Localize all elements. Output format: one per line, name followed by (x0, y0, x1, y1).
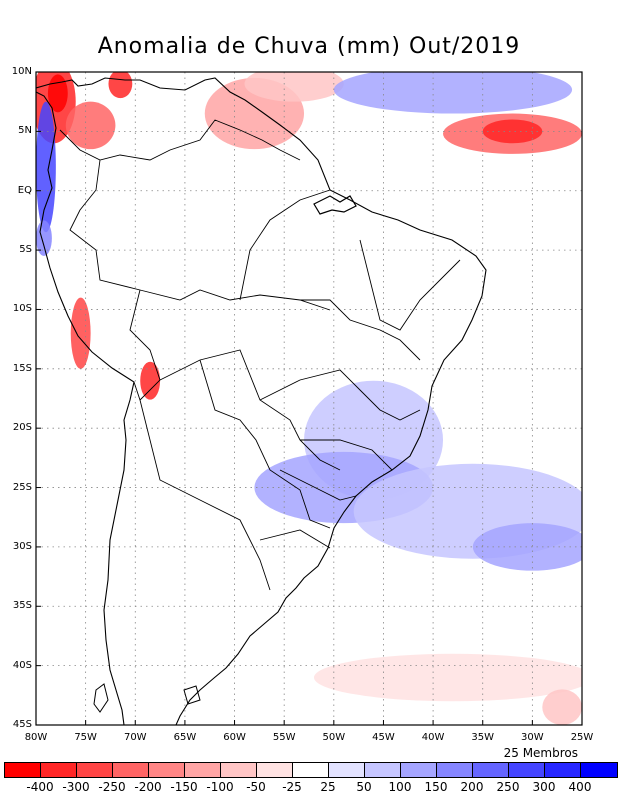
country-borders (59, 119, 461, 591)
anomaly-atlantic-equatorial-core (482, 119, 543, 144)
colorbar-swatch (41, 763, 77, 777)
amazon-delta (313, 195, 357, 215)
colorbar-swatch (437, 763, 473, 777)
colorbar-label: 250 (496, 780, 520, 794)
anomaly-atlantic-south-blue2 (472, 523, 582, 571)
lon-label: 65W (173, 732, 197, 743)
lon-label: 60W (223, 732, 246, 743)
colorbar-label: 400 (568, 780, 592, 794)
colorbar-label: 150 (424, 780, 448, 794)
lon-label: 30W (521, 732, 544, 743)
lon-label: 55W (272, 732, 296, 743)
lat-label: 10S (12, 303, 32, 315)
lat-label: 40S (12, 659, 32, 671)
anomaly-patagonia-red (542, 689, 582, 725)
colorbar-label: 300 (532, 780, 556, 794)
map-title: Anomalia de Chuva (mm) Out/2019 (97, 34, 521, 59)
lat-label: EQ (17, 184, 32, 196)
lat-label: 10N (11, 66, 32, 77)
colorbar-swatch (365, 763, 401, 777)
lon-label: 40W (421, 732, 445, 743)
colorbar-swatch (149, 763, 185, 777)
colorbar-label: -200 (134, 780, 162, 794)
lon-label: 80W (24, 732, 48, 743)
anomaly-pacific-colombia-negative (36, 101, 56, 233)
colorbar-swatch (113, 763, 149, 777)
lat-label: 5S (19, 244, 32, 256)
plot-frame (35, 71, 583, 726)
anomaly-ecuador-negative (36, 220, 52, 257)
lon-label: 50W (322, 732, 346, 743)
colorbar-swatch (509, 763, 545, 777)
lat-label: 15S (12, 362, 32, 374)
colorbar-swatch (77, 763, 113, 777)
anomaly-colombia-east (65, 101, 116, 150)
colorbar-swatch (401, 763, 437, 777)
lon-label: 45W (372, 732, 395, 743)
lat-label: 20S (12, 422, 32, 434)
anomaly-layer (36, 72, 582, 725)
anomaly-bolivia-red (140, 361, 161, 400)
ensemble-members-label: 25 Membros (503, 746, 578, 760)
colorbar-label: -400 (26, 780, 54, 794)
colorbar-label: -150 (170, 780, 198, 794)
falkland-tierra (93, 683, 201, 713)
colorbar-label: 200 (460, 780, 484, 794)
colorbar-swatch (473, 763, 509, 777)
colorbar-label: -50 (246, 780, 266, 794)
lon-label: 70W (123, 732, 147, 743)
colorbar-label: 50 (356, 780, 372, 794)
plot-background (36, 72, 582, 725)
lat-label: 45S (12, 719, 32, 730)
colorbar-label: 100 (388, 780, 412, 794)
colorbar-swatch (185, 763, 221, 777)
south-america-outline (36, 77, 487, 725)
lon-label: 35W (471, 732, 495, 743)
lat-label: 30S (12, 540, 32, 552)
anomaly-peru-coast-red (70, 297, 91, 369)
axis-ticks (35, 71, 583, 726)
colorbar-swatch (5, 763, 41, 777)
colorbar-label: -300 (62, 780, 90, 794)
colorbar-label: 25 (320, 780, 336, 794)
coastlines-borders (36, 77, 487, 725)
colorbar-swatch (221, 763, 257, 777)
colorbar-label: -25 (282, 780, 302, 794)
colorbar-swatch (329, 763, 365, 777)
colorbar-swatch (581, 763, 617, 777)
colorbar-label: -250 (98, 780, 126, 794)
lat-label: 5N (18, 125, 32, 137)
anomaly-venezuela-caribbean (244, 72, 344, 102)
colorbar-swatch (293, 763, 329, 777)
lat-label: 25S (12, 481, 32, 493)
lon-label: 25W (570, 732, 594, 743)
lon-label: 75W (74, 732, 97, 743)
colorbar-swatch (545, 763, 581, 777)
anomaly-atlantic-north-blue (333, 72, 573, 114)
anomaly-venezuela-north (108, 72, 133, 99)
colorbar (4, 762, 618, 778)
colorbar-swatch (257, 763, 293, 777)
colorbar-label: -100 (206, 780, 234, 794)
lat-label: 35S (12, 600, 32, 612)
